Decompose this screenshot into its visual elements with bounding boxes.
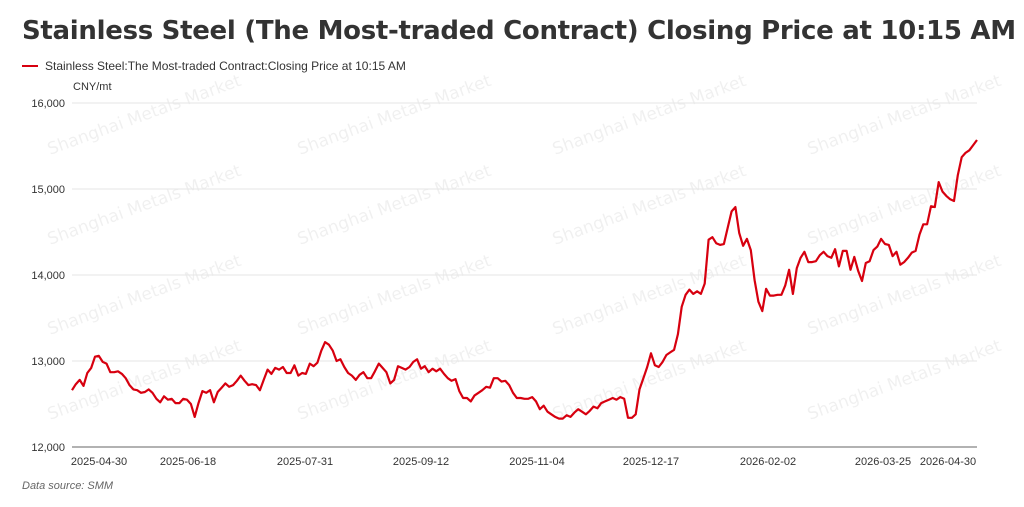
watermark-text: Shanghai Metals Market	[45, 336, 244, 425]
y-axis-unit: CNY/mt	[73, 81, 112, 93]
watermark-text: Shanghai Metals Market	[45, 251, 244, 340]
legend-item[interactable]: Stainless Steel:The Most-traded Contract…	[22, 59, 406, 73]
watermark-text: Shanghai Metals Market	[45, 71, 244, 160]
watermark-text: Shanghai Metals Market	[295, 251, 494, 340]
watermark-text: Shanghai Metals Market	[550, 161, 749, 250]
y-tick-label: 14,000	[31, 270, 65, 282]
watermark-text: Shanghai Metals Market	[45, 161, 244, 250]
watermark-text: Shanghai Metals Market	[805, 251, 1004, 340]
x-tick-label: 2025-06-18	[160, 456, 216, 468]
watermark-text: Shanghai Metals Market	[805, 161, 1004, 250]
x-tick-label: 2025-11-04	[509, 456, 564, 468]
y-tick-label: 16,000	[31, 98, 65, 110]
watermark-text: Shanghai Metals Market	[295, 161, 494, 250]
legend-line-swatch	[22, 65, 38, 67]
legend-label: Stainless Steel:The Most-traded Contract…	[45, 59, 406, 73]
watermark-text: Shanghai Metals Market	[805, 71, 1004, 160]
chart-title: Stainless Steel (The Most-traded Contrac…	[22, 16, 1016, 46]
x-tick-label: 2026-04-30	[920, 456, 976, 468]
grid-lines	[72, 102, 977, 448]
x-axis-ticks: 2025-04-30 2025-06-18 2025-07-31 2025-09-12…	[71, 456, 976, 468]
watermark-text: Shanghai Metals Market	[550, 71, 749, 160]
series-line	[71, 139, 978, 420]
y-tick-label: 12,000	[31, 442, 65, 454]
y-tick-label: 13,000	[31, 356, 65, 368]
watermark-layer: Shanghai Metals Market Shanghai Metals Ma…	[45, 71, 1004, 425]
x-tick-label: 2025-12-17	[623, 456, 679, 468]
x-tick-label: 2026-03-25	[855, 456, 911, 468]
watermark-text: Shanghai Metals Market	[550, 251, 749, 340]
x-tick-label: 2025-07-31	[277, 456, 333, 468]
y-axis-ticks: 12,000 13,000 14,000 15,000 16,000	[31, 98, 65, 454]
series-layer	[71, 139, 978, 420]
x-tick-label: 2025-09-12	[393, 456, 449, 468]
x-tick-label: 2025-04-30	[71, 456, 127, 468]
watermark-text: Shanghai Metals Market	[295, 71, 494, 160]
data-source: Data source: SMM	[22, 480, 114, 492]
y-tick-label: 15,000	[31, 184, 65, 196]
watermark-text: Shanghai Metals Market	[805, 336, 1004, 425]
x-tick-label: 2026-02-02	[740, 456, 796, 468]
